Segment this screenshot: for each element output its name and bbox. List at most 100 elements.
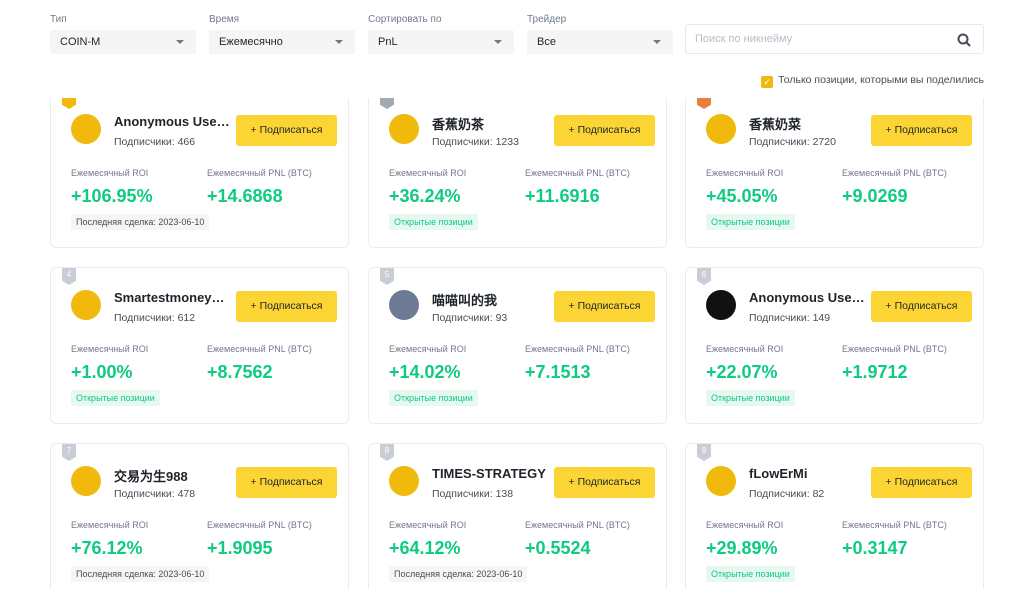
avatar bbox=[71, 290, 101, 320]
trader-name: 香蕉奶菜 bbox=[749, 117, 802, 132]
subscribe-button[interactable]: + Подписаться bbox=[236, 291, 337, 322]
rank-badge: 4 bbox=[62, 268, 76, 285]
trader-name: Anonymous User-... bbox=[749, 290, 867, 305]
roi-label: Ежемесячный ROI bbox=[389, 344, 467, 354]
roi-label: Ежемесячный ROI bbox=[389, 168, 467, 178]
last-trade: Последняя сделка: 2023-06-10 bbox=[71, 566, 210, 582]
subscribe-button[interactable]: + Подписаться bbox=[236, 115, 337, 146]
trader-name: Smartestmoneydo... bbox=[114, 290, 232, 305]
rank-badge: 5 bbox=[380, 268, 394, 285]
filter-label: Тип bbox=[50, 14, 67, 25]
filter-label: Сортировать по bbox=[368, 14, 442, 25]
subscribe-button[interactable]: + Подписаться bbox=[871, 115, 972, 146]
avatar bbox=[389, 290, 419, 320]
roi-value: +76.12% bbox=[71, 538, 143, 558]
pnl-label: Ежемесячный PNL (BTC) bbox=[207, 344, 312, 354]
filter-label: Время bbox=[209, 14, 240, 25]
trader-card[interactable]: 5 喵喵叫的我 Подписчики: 93 + Подписаться Ежемеся… bbox=[368, 267, 667, 424]
subscribers: Подписчики: 93 bbox=[432, 312, 508, 324]
search-placeholder: Поиск по никнейму bbox=[695, 33, 793, 45]
filter-label: Трейдер bbox=[527, 14, 567, 25]
trader-card[interactable]: 6 Anonymous User-... Подписчики: 149 + Подп… bbox=[685, 267, 984, 424]
rank-badge bbox=[697, 98, 711, 109]
checkbox-label: Только позиции, которыми вы поделились bbox=[778, 74, 984, 86]
subscribe-button[interactable]: + Подписаться bbox=[871, 467, 972, 498]
avatar bbox=[706, 466, 736, 496]
trader-card[interactable]: 9 fLowErMi Подписчики: 82 + Подписаться Ежем… bbox=[685, 443, 984, 589]
pnl-value: +7.1513 bbox=[525, 362, 591, 382]
trader-name: TIMES-STRATEGY bbox=[432, 466, 546, 481]
avatar bbox=[706, 290, 736, 320]
filter-dropdown[interactable]: Все bbox=[527, 30, 673, 54]
pnl-label: Ежемесячный PNL (BTC) bbox=[842, 344, 947, 354]
roi-label: Ежемесячный ROI bbox=[706, 168, 784, 178]
roi-value: +64.12% bbox=[389, 538, 461, 558]
roi-value: +1.00% bbox=[71, 362, 133, 382]
rank-badge: 8 bbox=[380, 444, 394, 461]
pnl-value: +9.0269 bbox=[842, 186, 908, 206]
subscribers: Подписчики: 2720 bbox=[749, 136, 836, 148]
trader-name: 香蕉奶茶 bbox=[432, 117, 485, 132]
trader-card[interactable]: 香蕉奶菜 Подписчики: 2720 + Подписаться Ежемеся… bbox=[685, 98, 984, 248]
pnl-value: +1.9095 bbox=[207, 538, 273, 558]
rank-badge: 9 bbox=[697, 444, 711, 461]
filter-dropdown[interactable]: Ежемесячно bbox=[209, 30, 355, 54]
roi-value: +106.95% bbox=[71, 186, 153, 206]
subscribe-button[interactable]: + Подписаться bbox=[554, 291, 655, 322]
trader-name: Anonymous User-... bbox=[114, 114, 232, 129]
trader-card[interactable]: Anonymous User-... Подписчики: 466 + Подпи… bbox=[50, 98, 349, 248]
pnl-value: +1.9712 bbox=[842, 362, 908, 382]
roi-value: +22.07% bbox=[706, 362, 778, 382]
subscribe-button[interactable]: + Подписаться bbox=[236, 467, 337, 498]
trader-name: fLowErMi bbox=[749, 466, 808, 481]
trader-name: 喵喵叫的我 bbox=[432, 293, 498, 308]
open-positions: Открытые позиции bbox=[706, 390, 795, 406]
open-positions: Открытые позиции bbox=[71, 390, 160, 406]
roi-value: +36.24% bbox=[389, 186, 461, 206]
pnl-label: Ежемесячный PNL (BTC) bbox=[525, 344, 630, 354]
trader-card[interactable]: 4 Smartestmoneydo... Подписчики: 612 + Подп… bbox=[50, 267, 349, 424]
roi-value: +45.05% bbox=[706, 186, 778, 206]
checkbox[interactable]: ✓ Только позиции, которыми вы поделились bbox=[761, 74, 984, 88]
open-positions: Открытые позиции bbox=[706, 566, 795, 582]
trader-card[interactable]: 7 交易为生988 Подписчики: 478 + Подписаться Ежем… bbox=[50, 443, 349, 589]
open-positions: Открытые позиции bbox=[389, 390, 478, 406]
subscribers: Подписчики: 612 bbox=[114, 312, 196, 324]
open-positions: Открытые позиции bbox=[706, 214, 795, 230]
pnl-value: +8.7562 bbox=[207, 362, 273, 382]
avatar bbox=[71, 114, 101, 144]
subscribers: Подписчики: 1233 bbox=[432, 136, 519, 148]
pnl-label: Ежемесячный PNL (BTC) bbox=[525, 168, 630, 178]
subscribe-button[interactable]: + Подписаться bbox=[554, 467, 655, 498]
trader-card[interactable]: 8 TIMES-STRATEGY Подписчики: 138 + Подписат… bbox=[368, 443, 667, 589]
rank-badge: 6 bbox=[697, 268, 711, 285]
roi-value: +29.89% bbox=[706, 538, 778, 558]
avatar bbox=[389, 114, 419, 144]
avatar bbox=[706, 114, 736, 144]
open-positions: Открытые позиции bbox=[389, 214, 478, 230]
card-grid: Anonymous User-... Подписчики: 466 + Подпи… bbox=[0, 98, 1024, 589]
trader-name: 交易为生988 bbox=[114, 469, 188, 484]
subscribe-button[interactable]: + Подписаться bbox=[554, 115, 655, 146]
pnl-value: +0.3147 bbox=[842, 538, 908, 558]
pnl-value: +11.6916 bbox=[525, 186, 600, 206]
avatar bbox=[389, 466, 419, 496]
checkbox-box: ✓ bbox=[761, 76, 774, 88]
filter-dropdown[interactable]: COIN-M bbox=[50, 30, 196, 54]
pnl-label: Ежемесячный PNL (BTC) bbox=[842, 168, 947, 178]
filter-dropdown[interactable]: PnL bbox=[368, 30, 514, 54]
subscribers: Подписчики: 82 bbox=[749, 488, 825, 500]
roi-label: Ежемесячный ROI bbox=[71, 520, 149, 530]
rank-badge bbox=[380, 98, 394, 109]
subscribers: Подписчики: 478 bbox=[114, 488, 196, 500]
search-input[interactable]: Поиск по никнейму bbox=[685, 24, 984, 54]
subscribers: Подписчики: 466 bbox=[114, 136, 196, 148]
roi-label: Ежемесячный ROI bbox=[706, 520, 784, 530]
roi-label: Ежемесячный ROI bbox=[71, 168, 149, 178]
last-trade: Последняя сделка: 2023-06-10 bbox=[389, 566, 528, 582]
subscribe-button[interactable]: + Подписаться bbox=[871, 291, 972, 322]
pnl-value: +0.5524 bbox=[525, 538, 591, 558]
avatar bbox=[71, 466, 101, 496]
trader-card[interactable]: 香蕉奶茶 Подписчики: 1233 + Подписаться Ежемеся… bbox=[368, 98, 667, 248]
